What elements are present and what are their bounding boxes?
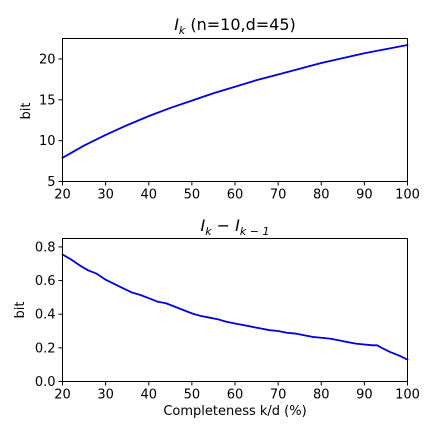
top-chart-title: Ik (n=10,d=45) (174, 15, 296, 37)
bottom-chart-x-tick-label: 50 (184, 388, 201, 403)
bottom-chart-xlabel: Completeness k/d (%) (163, 404, 306, 419)
top-chart-series-line (61, 44, 409, 159)
top-chart-ticks: 20 30 40 50 60 70 80 90 100 5 10 15 20 (39, 52, 420, 202)
top-chart-frame (62, 38, 408, 182)
bottom-chart-x-tick-label: 20 (54, 388, 71, 403)
top-chart-panel: Ik (n=10,d=45) bit 20 30 40 50 60 70 80 90 100 5 1… (19, 15, 420, 203)
bottom-chart-ylabel: bit (13, 302, 28, 319)
top-chart-x-tick-label: 70 (270, 188, 287, 203)
top-chart-x-tick-label: 60 (227, 188, 244, 203)
bottom-chart-frame (62, 238, 408, 382)
top-chart-x-tick-label: 40 (140, 188, 157, 203)
bottom-chart-x-tick-label: 100 (395, 388, 420, 403)
bottom-chart-x-tick-label: 30 (97, 388, 114, 403)
bottom-chart-y-tick-label: 0.6 (35, 274, 56, 289)
top-chart-y-tick-label: 15 (39, 93, 56, 108)
bottom-chart-x-tick-label: 80 (313, 388, 330, 403)
bottom-chart-panel: Ik − Ik − 1 bit Completeness k/d (%) 20 3… (13, 216, 420, 419)
top-chart-x-tick-label: 80 (313, 188, 330, 203)
bottom-chart-y-tick-label: 0.8 (35, 240, 56, 255)
bottom-chart-x-tick-label: 60 (227, 388, 244, 403)
bottom-chart-x-tick-label: 70 (270, 388, 287, 403)
top-chart-x-tick-label: 30 (97, 188, 114, 203)
bottom-chart-x-tick-label: 90 (356, 388, 373, 403)
bottom-chart-title: Ik − Ik − 1 (201, 216, 270, 238)
bottom-chart-y-tick-label: 0.4 (35, 308, 56, 323)
top-chart-x-tick-label: 90 (356, 188, 373, 203)
top-chart-y-tick-label: 20 (39, 52, 56, 67)
top-chart-ylabel: bit (19, 103, 34, 120)
top-chart-x-tick-label: 50 (184, 188, 201, 203)
top-chart-y-tick-label: 5 (47, 175, 55, 190)
bottom-chart-series-line (61, 253, 409, 361)
bottom-chart-ticks: 20 30 40 50 60 70 80 90 100 0.0 0.2 0.4 0.6 0.8 (35, 240, 420, 402)
bottom-chart-y-tick-label: 0.0 (35, 375, 56, 390)
bottom-chart-x-tick-label: 40 (140, 388, 157, 403)
top-chart-x-tick-label: 20 (54, 188, 71, 203)
top-chart-x-tick-label: 100 (395, 188, 420, 203)
top-chart-y-tick-label: 10 (39, 134, 56, 149)
bottom-chart-y-tick-label: 0.2 (35, 341, 56, 356)
